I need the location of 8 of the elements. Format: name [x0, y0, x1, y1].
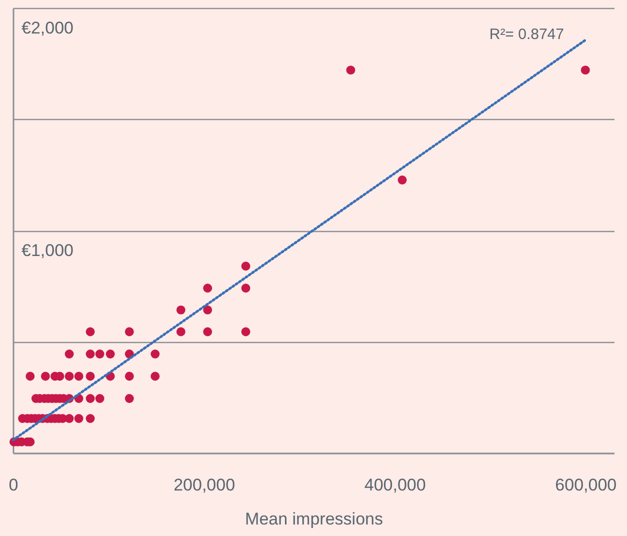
y-tick-label: €2,000 [22, 18, 74, 38]
x-axis-title: Mean impressions [245, 510, 383, 528]
y-tick-label: €1,000 [22, 241, 74, 260]
x-tick-label: 600,000 [555, 476, 617, 494]
x-tick-label: 200,000 [174, 476, 236, 494]
x-tick-label: 400,000 [364, 476, 426, 494]
annotation: R²= 0.8747 [489, 26, 564, 43]
x-tick-label: 0 [8, 476, 18, 494]
